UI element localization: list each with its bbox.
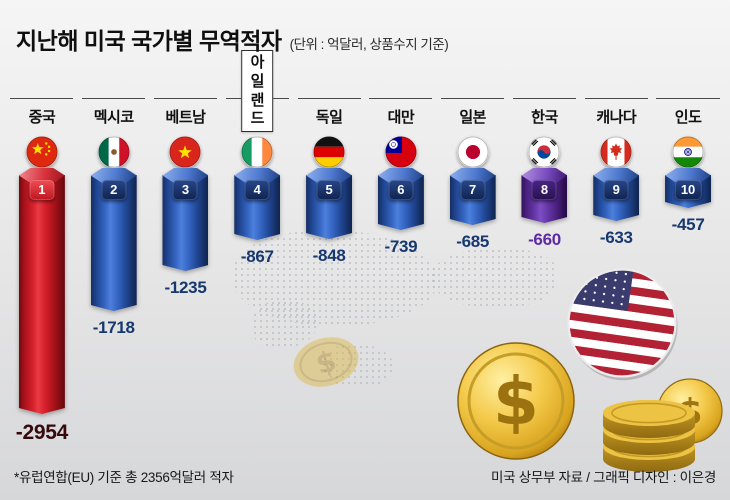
rank-badge: 3 [172,180,198,200]
country-label: 멕시코 [82,98,146,126]
title-unit-note: (단위 : 억달러, 상품수지 기준) [289,37,449,52]
country-label: 한국 [512,98,577,126]
cn-flag [26,136,58,168]
country-column-cn: 중국 1 -2954 [6,98,78,445]
bar-top-face [162,168,209,183]
rank-badge: 4 [244,180,270,200]
ca-flag [600,136,632,168]
mx-flag [98,136,130,168]
deficit-value: -1718 [92,318,135,337]
coins-and-flag-illustration: $$ [444,261,724,476]
vn-flag [169,136,202,168]
faint-coin-illustration: $ [287,330,365,394]
ie-flag [241,136,273,168]
country-label: 아일 랜드 [225,50,289,132]
deficit-value: -457 [671,215,705,234]
country-label: 중국 [10,98,74,126]
country-column-de: 독일 5 -848 [293,98,365,445]
de-flag-icon [313,136,345,168]
bar-top-face [18,168,65,183]
country-label: 독일 [297,98,361,126]
deficit-bar: 7 [449,168,496,225]
header: 지난해 미국 국가별 무역적자 (단위 : 억달러, 상품수지 기준) [16,22,449,56]
rank-badge: 10 [674,180,702,200]
dollar-coin: $ [457,342,575,460]
deficit-bar: 2 [90,168,137,311]
country-column-ca: 캐나다 9 -633 [580,98,652,445]
tw-flag [385,136,417,168]
bar-chart: 중국 1 -2954 멕시코 2 -1718 베트남 3 -1235 아일 랜드 4 -867 독일 5 -… [6,50,724,445]
vn-flag-icon [169,136,202,168]
deficit-bar: 9 [593,168,640,221]
deficit-value: -660 [528,230,561,249]
deficit-value: -633 [599,228,633,247]
bar-top-face [521,168,568,183]
cn-flag-icon [26,136,58,168]
rank-badge: 6 [388,180,414,200]
deficit-bar: 6 [377,168,424,230]
bar-top-face [593,168,640,183]
ca-flag-icon [600,136,632,168]
country-column-ie: 아일 랜드 4 -867 [221,50,293,445]
bar-top-face [449,168,496,183]
country-column-mx: 멕시코 2 -1718 [78,98,150,445]
coin-stack [603,400,695,472]
world-map-dots [430,248,558,308]
bar-top-face [377,168,424,183]
country-label: 인도 [656,98,720,126]
us-flag-coin [561,262,683,384]
bar-top-face [234,168,281,183]
deficit-bar: 4 [234,168,281,240]
country-column-vn: 베트남 3 -1235 [150,98,222,445]
world-map-dots [322,344,394,388]
rank-badge: 7 [460,180,486,200]
jp-flag [457,136,489,168]
svg-text:$: $ [493,363,539,440]
footer: *유럽연합(EU) 기준 총 2356억달러 적자 미국 상무부 자료 / 그래… [14,466,716,486]
mx-flag-icon [98,136,130,168]
deficit-value: -1235 [164,278,207,297]
bar-front-face [19,175,65,414]
deficit-bar: 5 [306,168,353,239]
kr-flag-icon [528,136,560,168]
bar-top-face [665,168,712,183]
country-label: 대만 [369,98,433,126]
deficit-bar: 3 [162,168,209,271]
ie-flag-icon [241,136,273,168]
page-title: 지난해 미국 국가별 무역적자 [16,28,282,54]
country-label-box: 아일 랜드 [241,50,274,132]
rank-badge: 9 [603,180,629,200]
bar-top-face [90,168,137,183]
jp-flag-icon [457,136,489,168]
country-column-kr: 한국 8 -660 [509,98,581,445]
rank-badge: 1 [29,180,55,200]
deficit-bar: 8 [521,168,568,223]
deficit-value: -867 [240,247,274,266]
deficit-value: -848 [312,246,346,265]
credit: 미국 상무부 자료 / 그래픽 디자인 : 이은경 [491,470,716,485]
footnote: *유럽연합(EU) 기준 총 2356억달러 적자 [14,470,234,485]
rank-badge: 2 [101,180,127,200]
rank-badge: 8 [531,180,557,200]
tw-flag-icon [385,136,417,168]
country-column-jp: 일본 7 -685 [437,98,509,445]
country-column-in: 인도 10 -457 [652,98,724,445]
deficit-value: -739 [384,237,418,256]
in-flag [672,136,704,168]
country-label: 일본 [441,98,505,126]
kr-flag [528,136,560,168]
deficit-value: -685 [456,232,490,251]
deficit-value: -2954 [15,421,69,444]
world-map-dots [252,300,318,348]
deficit-bar: 10 [665,168,712,208]
in-flag-icon [672,136,704,168]
de-flag [313,136,345,168]
deficit-bar: 1 [18,168,65,414]
country-label: 캐나다 [584,98,648,126]
country-label: 베트남 [153,98,218,126]
rank-badge: 5 [316,180,342,200]
country-column-tw: 대만 6 -739 [365,98,437,445]
bar-top-face [306,168,353,183]
